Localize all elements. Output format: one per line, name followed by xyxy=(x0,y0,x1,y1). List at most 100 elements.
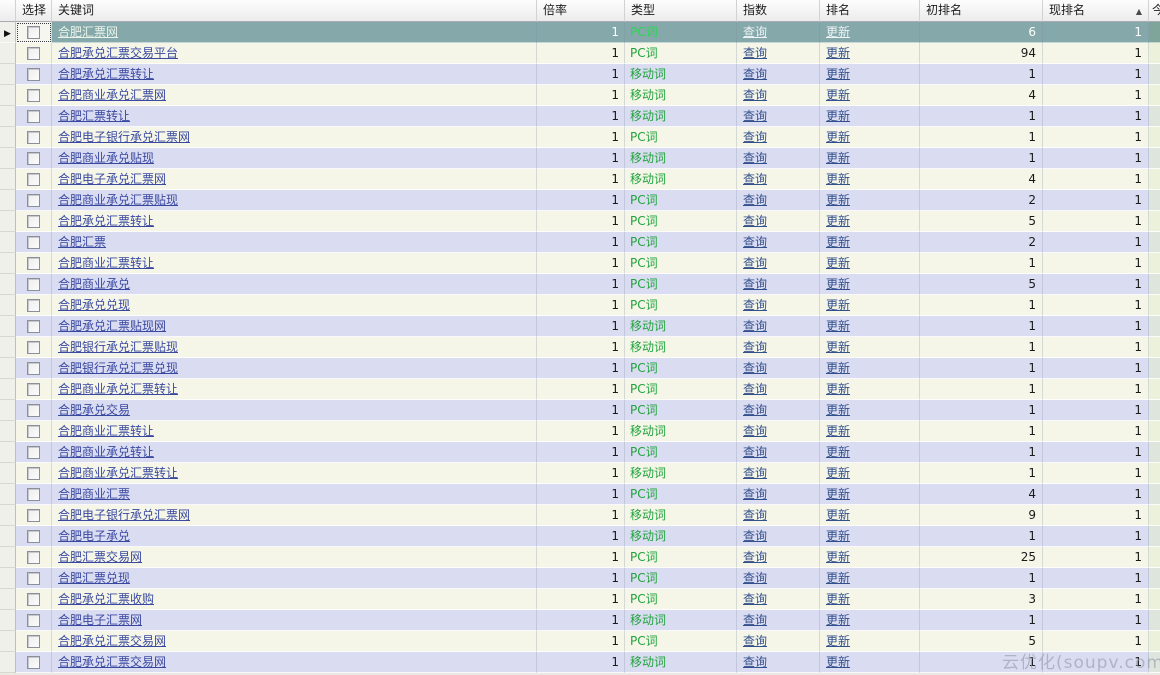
row-indicator-cell[interactable]: ▶ xyxy=(0,568,16,589)
row-checkbox[interactable] xyxy=(27,319,40,333)
table-row[interactable]: ▶ 合肥承兑交易 1 PC词 查询 更新 1 1 xyxy=(0,400,1160,421)
index-query-link[interactable]: 查询 xyxy=(743,550,768,564)
select-cell[interactable] xyxy=(16,169,52,190)
row-indicator-cell[interactable]: ▶ xyxy=(0,274,16,295)
table-row[interactable]: ▶ 合肥商业汇票转让 1 PC词 查询 更新 1 1 xyxy=(0,253,1160,274)
table-row[interactable]: ▶ 合肥承兑汇票交易网 1 移动词 查询 更新 1 1 xyxy=(0,652,1160,673)
row-checkbox[interactable] xyxy=(27,340,40,354)
table-row[interactable]: ▶ 合肥银行承兑汇票贴现 1 移动词 查询 更新 1 1 xyxy=(0,337,1160,358)
row-checkbox[interactable] xyxy=(27,466,40,480)
select-cell[interactable] xyxy=(16,442,52,463)
table-row[interactable]: ▶ 合肥汇票转让 1 移动词 查询 更新 1 1 xyxy=(0,106,1160,127)
index-query-link[interactable]: 查询 xyxy=(743,403,768,417)
table-row[interactable]: ▶ 合肥商业汇票转让 1 移动词 查询 更新 1 1 xyxy=(0,421,1160,442)
select-cell[interactable] xyxy=(16,610,52,631)
row-checkbox[interactable] xyxy=(27,361,40,375)
select-cell[interactable] xyxy=(16,337,52,358)
keyword-link[interactable]: 合肥商业承兑汇票贴现 xyxy=(58,193,179,207)
table-row[interactable]: ▶ 合肥商业承兑汇票转让 1 移动词 查询 更新 1 1 xyxy=(0,463,1160,484)
row-checkbox[interactable] xyxy=(27,403,40,417)
row-checkbox[interactable] xyxy=(27,550,40,564)
header-select[interactable]: 选择 xyxy=(16,0,52,22)
row-checkbox[interactable] xyxy=(27,529,40,543)
row-indicator-cell[interactable]: ▶ xyxy=(0,64,16,85)
index-query-link[interactable]: 查询 xyxy=(743,277,768,291)
keyword-link[interactable]: 合肥承兑汇票转让 xyxy=(58,67,155,81)
keyword-link[interactable]: 合肥商业汇票转让 xyxy=(58,256,155,270)
index-query-link[interactable]: 查询 xyxy=(743,130,768,144)
row-checkbox[interactable] xyxy=(27,256,40,270)
row-indicator-cell[interactable]: ▶ xyxy=(0,211,16,232)
table-row[interactable]: ▶ 合肥商业承兑 1 PC词 查询 更新 5 1 xyxy=(0,274,1160,295)
index-query-link[interactable]: 查询 xyxy=(743,256,768,270)
rank-update-link[interactable]: 更新 xyxy=(826,109,851,123)
index-query-link[interactable]: 查询 xyxy=(743,487,768,501)
keyword-link[interactable]: 合肥商业承兑汇票网 xyxy=(58,88,167,102)
select-cell[interactable] xyxy=(16,253,52,274)
row-indicator-cell[interactable]: ▶ xyxy=(0,505,16,526)
row-checkbox[interactable] xyxy=(27,109,40,123)
keyword-link[interactable]: 合肥汇票交易网 xyxy=(58,550,143,564)
row-checkbox[interactable] xyxy=(27,214,40,228)
keyword-link[interactable]: 合肥银行承兑汇票贴现 xyxy=(58,340,179,354)
table-row[interactable]: ▶ 合肥商业承兑汇票网 1 移动词 查询 更新 4 1 xyxy=(0,85,1160,106)
index-query-link[interactable]: 查询 xyxy=(743,193,768,207)
keyword-link[interactable]: 合肥电子银行承兑汇票网 xyxy=(58,130,191,144)
rank-update-link[interactable]: 更新 xyxy=(826,613,851,627)
index-query-link[interactable]: 查询 xyxy=(743,172,768,186)
select-cell[interactable] xyxy=(16,652,52,673)
index-query-link[interactable]: 查询 xyxy=(743,592,768,606)
row-indicator-cell[interactable]: ▶ xyxy=(0,589,16,610)
select-cell[interactable] xyxy=(16,232,52,253)
index-query-link[interactable]: 查询 xyxy=(743,235,768,249)
rank-update-link[interactable]: 更新 xyxy=(826,508,851,522)
table-row[interactable]: ▶ 合肥承兑汇票交易网 1 PC词 查询 更新 5 1 xyxy=(0,631,1160,652)
row-checkbox[interactable] xyxy=(27,151,40,165)
select-cell[interactable] xyxy=(16,127,52,148)
keyword-link[interactable]: 合肥承兑汇票收购 xyxy=(58,592,155,606)
header-keyword[interactable]: 关键词 xyxy=(52,0,537,22)
row-checkbox[interactable] xyxy=(27,277,40,291)
table-row[interactable]: ▶ 合肥电子汇票网 1 移动词 查询 更新 1 1 xyxy=(0,610,1160,631)
rank-update-link[interactable]: 更新 xyxy=(826,319,851,333)
keyword-link[interactable]: 合肥电子汇票网 xyxy=(58,613,143,627)
index-query-link[interactable]: 查询 xyxy=(743,25,768,39)
row-indicator-cell[interactable]: ▶ xyxy=(0,652,16,673)
select-cell[interactable] xyxy=(16,64,52,85)
rank-update-link[interactable]: 更新 xyxy=(826,529,851,543)
row-indicator-cell[interactable]: ▶ xyxy=(0,631,16,652)
rank-update-link[interactable]: 更新 xyxy=(826,550,851,564)
row-checkbox[interactable] xyxy=(27,46,40,60)
keyword-link[interactable]: 合肥汇票 xyxy=(58,235,107,249)
row-indicator-cell[interactable]: ▶ xyxy=(0,253,16,274)
row-checkbox[interactable] xyxy=(27,25,40,39)
header-type[interactable]: 类型 xyxy=(625,0,737,22)
select-cell[interactable] xyxy=(16,547,52,568)
rank-update-link[interactable]: 更新 xyxy=(826,361,851,375)
row-indicator-cell[interactable]: ▶ xyxy=(0,190,16,211)
row-indicator-cell[interactable]: ▶ xyxy=(0,358,16,379)
select-cell[interactable] xyxy=(16,274,52,295)
keyword-link[interactable]: 合肥承兑交易 xyxy=(58,403,131,417)
rank-update-link[interactable]: 更新 xyxy=(826,256,851,270)
table-row[interactable]: ▶ 合肥电子银行承兑汇票网 1 移动词 查询 更新 9 1 xyxy=(0,505,1160,526)
header-today-rank-clipped[interactable]: 今 xyxy=(1149,0,1160,22)
select-cell[interactable] xyxy=(16,505,52,526)
rank-update-link[interactable]: 更新 xyxy=(826,466,851,480)
keyword-link[interactable]: 合肥电子承兑汇票网 xyxy=(58,172,167,186)
table-row[interactable]: ▶ 合肥银行承兑汇票兑现 1 PC词 查询 更新 1 1 xyxy=(0,358,1160,379)
select-cell[interactable] xyxy=(16,358,52,379)
row-checkbox[interactable] xyxy=(27,298,40,312)
row-indicator-cell[interactable]: ▶ xyxy=(0,316,16,337)
select-cell[interactable] xyxy=(16,400,52,421)
header-initial-rank[interactable]: 初排名 xyxy=(920,0,1043,22)
rank-update-link[interactable]: 更新 xyxy=(826,403,851,417)
row-indicator-cell[interactable]: ▶ xyxy=(0,43,16,64)
table-row[interactable]: ▶ 合肥商业汇票 1 PC词 查询 更新 4 1 xyxy=(0,484,1160,505)
row-indicator-cell[interactable]: ▶ xyxy=(0,463,16,484)
rank-update-link[interactable]: 更新 xyxy=(826,172,851,186)
index-query-link[interactable]: 查询 xyxy=(743,424,768,438)
index-query-link[interactable]: 查询 xyxy=(743,151,768,165)
select-cell[interactable] xyxy=(16,589,52,610)
index-query-link[interactable]: 查询 xyxy=(743,529,768,543)
